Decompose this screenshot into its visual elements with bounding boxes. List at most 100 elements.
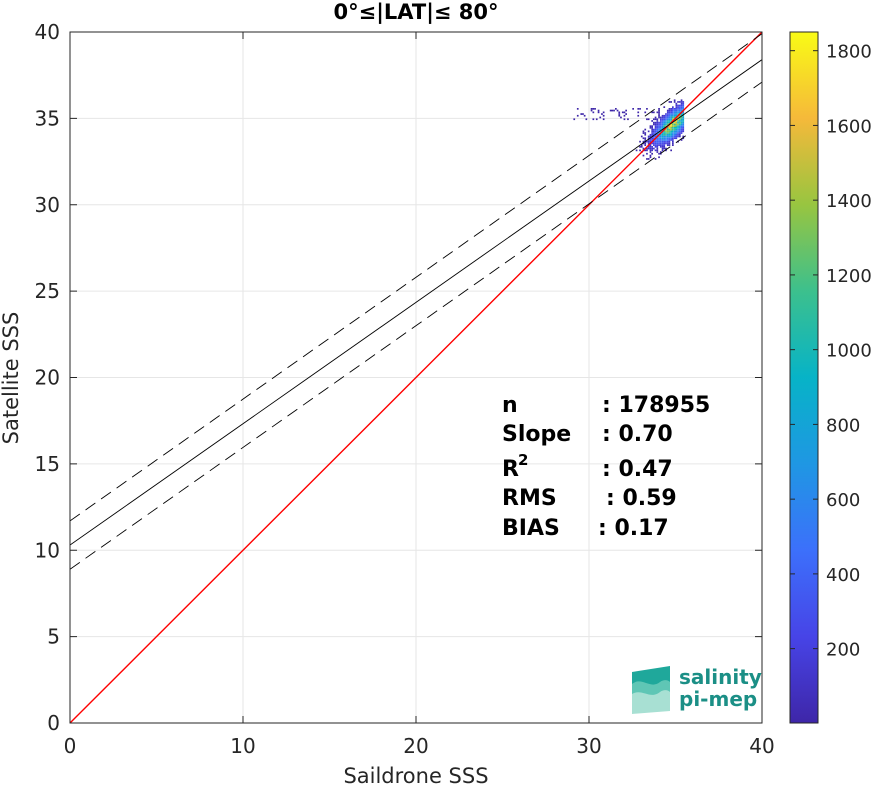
density-cell [653, 144, 655, 146]
density-cell [680, 118, 683, 121]
stat-n-label: n [502, 393, 518, 418]
density-cell [653, 118, 655, 121]
density-cell [666, 121, 669, 124]
density-cell [623, 114, 626, 117]
density-cell [680, 127, 683, 129]
density-cell [623, 118, 626, 121]
density-cell [682, 127, 685, 129]
density-cell [672, 127, 674, 129]
density-cell [672, 114, 674, 117]
density-cell [640, 146, 643, 148]
density-cell [673, 127, 676, 129]
density-cell [677, 108, 679, 110]
density-cell [647, 130, 650, 133]
stat-r2-label: R [502, 457, 519, 482]
density-cell [658, 132, 660, 134]
density-cell [679, 135, 681, 138]
density-cell [651, 146, 653, 148]
density-cell [661, 133, 664, 136]
density-cell [665, 132, 667, 134]
density-cell [672, 113, 674, 115]
density-cell [590, 109, 593, 112]
density-cell [679, 120, 681, 122]
density-cell [668, 125, 671, 127]
density-cell [646, 140, 648, 143]
stat-slope-label: Slope [502, 422, 571, 447]
density-cell [672, 140, 674, 143]
density-cell [642, 140, 645, 143]
density-cell [639, 149, 641, 152]
density-cell [659, 151, 662, 153]
density-cell [647, 139, 650, 141]
density-cell [602, 114, 605, 117]
density-cell [661, 139, 664, 141]
density-cell [680, 128, 683, 131]
density-cell [666, 109, 669, 112]
density-cell [663, 120, 666, 122]
y-tick-label: 40 [35, 20, 60, 44]
density-cell [647, 140, 650, 143]
density-cell [644, 139, 647, 141]
density-cell [677, 116, 679, 119]
density-cell [613, 109, 615, 112]
density-cell [654, 149, 657, 152]
salinity-pi-mep-logo: salinity pi-mep [632, 665, 762, 714]
density-cell [670, 133, 672, 136]
density-cell [682, 137, 685, 140]
density-cell [670, 109, 672, 112]
density-cell [679, 109, 681, 112]
density-cell [666, 111, 669, 114]
density-cell [654, 116, 657, 119]
density-cell [649, 154, 652, 157]
density-cell [658, 125, 660, 127]
density-cell [659, 146, 662, 148]
density-cell [663, 130, 666, 133]
density-cell [665, 133, 667, 136]
density-cell [621, 111, 624, 114]
density-cell [659, 144, 662, 146]
density-cell [668, 133, 671, 136]
y-tick-label: 35 [35, 106, 60, 130]
density-cell [661, 149, 664, 152]
density-cell [682, 101, 685, 103]
density-cell [611, 109, 614, 112]
density-cell [642, 130, 645, 133]
density-cell [663, 133, 666, 136]
density-cell [677, 104, 679, 107]
density-cell [647, 135, 650, 138]
density-cell [663, 139, 666, 141]
colorbar-tick-label: 1400 [826, 191, 872, 212]
regression-line [70, 59, 762, 546]
density-cell [659, 142, 662, 145]
density-cell [656, 147, 659, 150]
density-cell [644, 132, 647, 134]
density-cell [659, 139, 662, 141]
density-cell [666, 139, 669, 141]
density-cell [675, 120, 678, 122]
density-cell [682, 104, 685, 107]
density-cell [597, 111, 600, 114]
density-cell [666, 137, 669, 140]
density-cell [666, 142, 669, 145]
density-cell [656, 142, 659, 145]
density-cell [665, 149, 667, 152]
density-cell [592, 111, 595, 114]
density-cell [653, 132, 655, 134]
density-cell [672, 135, 674, 138]
density-cell [680, 102, 683, 105]
density-cell [668, 109, 671, 112]
density-cell [673, 128, 676, 131]
density-cell [666, 114, 669, 117]
density-cell [573, 118, 576, 121]
density-cell [654, 139, 657, 141]
density-cell [654, 142, 657, 145]
x-tick-label: 40 [749, 734, 774, 758]
density-cell [668, 118, 671, 121]
density-cell [675, 108, 678, 110]
density-cell [654, 158, 657, 160]
density-cell [659, 125, 662, 127]
density-cell [644, 128, 647, 131]
density-cell [649, 147, 652, 150]
density-cell [675, 113, 678, 115]
density-cell [670, 111, 672, 114]
